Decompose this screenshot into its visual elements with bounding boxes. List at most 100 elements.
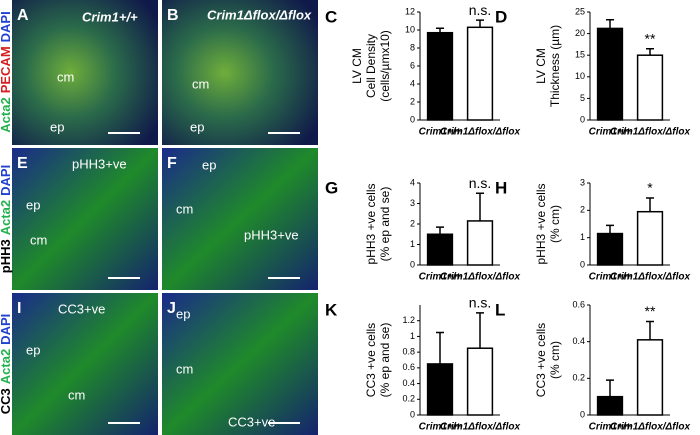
bar — [596, 232, 624, 266]
image-label: cm — [176, 201, 193, 216]
bar — [426, 233, 454, 266]
y-tick-label: 0 — [580, 259, 585, 269]
y-axis-label: (% ep and se) — [378, 323, 392, 398]
x-tick-label: Crim1Δflox/Δflox — [440, 422, 521, 433]
row-label-word: Acta2 — [0, 349, 13, 384]
panel-letter: G — [325, 178, 338, 197]
annotation: ** — [645, 30, 656, 46]
panel-letter: L — [495, 300, 505, 319]
image-label: ep — [26, 342, 40, 357]
y-tick-label: 1 — [580, 232, 585, 242]
micrograph — [162, 293, 318, 435]
y-axis-label: (cells/µmx10) — [378, 30, 392, 102]
x-tick-label: Crim1Δflox/Δflox — [610, 422, 691, 433]
error-bar — [606, 379, 614, 397]
row-label-word: DAPI — [0, 165, 13, 196]
y-tick-label: 0 — [580, 114, 585, 124]
x-tick-label: Crim1Δflox/Δflox — [440, 272, 521, 283]
row-label-word: Acta2 — [0, 200, 13, 235]
y-tick-label: 3 — [410, 198, 415, 208]
x-tick-label: Crim1+/+ — [589, 272, 632, 283]
y-tick-label: 0 — [410, 114, 415, 124]
bar — [426, 363, 454, 416]
annotation: ** — [645, 303, 656, 319]
x-tick-label: Crim1+/+ — [589, 422, 632, 433]
image-label: cm — [30, 232, 47, 247]
y-axis-label: Cell Density — [364, 34, 378, 98]
image-label: ep — [176, 306, 190, 321]
y-tick-label: 2 — [580, 205, 585, 215]
image-label: cm — [57, 69, 74, 84]
error-bar — [436, 226, 444, 235]
image-label: pHH3+ve — [72, 156, 127, 171]
y-tick-label: 2 — [410, 96, 415, 106]
bar — [596, 27, 624, 121]
bar — [426, 31, 454, 121]
panel-letter: H — [495, 178, 507, 197]
image-label: CC3+ve — [58, 301, 105, 316]
image-label: cm — [192, 76, 209, 91]
image-label: CC3+ve — [228, 414, 275, 429]
y-axis-label: pHH3 +ve cells — [364, 183, 378, 264]
row-label: pHH3 Acta2 DAPI — [0, 165, 13, 273]
y-tick-label: 5 — [580, 93, 585, 103]
y-axis-label: CC3 +ve cells — [534, 323, 548, 397]
y-tick-label: 0 — [410, 259, 415, 269]
y-tick-label: 0.4 — [572, 336, 585, 346]
panel-letter: C — [325, 7, 337, 26]
y-axis-label: Thickness (µm) — [548, 25, 562, 107]
y-tick-label: 10 — [575, 71, 585, 81]
annotation: * — [647, 180, 653, 196]
x-tick-label: Crim1+/+ — [419, 422, 462, 433]
panel-letter: F — [167, 155, 177, 172]
y-axis-label: (% ep and se) — [378, 187, 392, 262]
bar — [596, 395, 624, 416]
panel-letter: E — [17, 155, 28, 172]
row-label-word: DAPI — [0, 314, 13, 345]
bar — [636, 210, 664, 266]
y-tick-label: 12 — [405, 6, 415, 16]
image-label: ep — [50, 119, 64, 134]
y-tick-label: 0.4 — [402, 378, 415, 388]
image-label: ep — [202, 157, 216, 172]
row-label-word: pHH3 — [0, 239, 13, 273]
y-tick-label: 6 — [410, 60, 415, 70]
y-tick-label: 3 — [580, 177, 585, 187]
x-tick-label: Crim1+/+ — [589, 127, 632, 138]
y-tick-label: 0.6 — [402, 362, 415, 372]
bar — [636, 339, 664, 416]
y-tick-label: 0.2 — [402, 394, 415, 404]
row-label-word: Acta2 — [0, 97, 13, 132]
error-bar — [476, 312, 484, 349]
annotation: n.s. — [469, 295, 492, 311]
image-label: ep — [26, 197, 40, 212]
error-bar — [606, 224, 614, 234]
annotation: n.s. — [469, 175, 492, 191]
y-tick-label: 0.8 — [402, 347, 415, 357]
micrograph — [12, 293, 158, 435]
y-tick-label: 8 — [410, 42, 415, 52]
y-axis-label: (% cm) — [548, 341, 562, 379]
micrograph — [162, 0, 318, 145]
y-tick-label: 1.2 — [402, 315, 415, 325]
y-axis-label: pHH3 +ve cells — [534, 183, 548, 264]
panel-letter: D — [495, 7, 507, 26]
bar — [466, 26, 494, 121]
y-tick-label: 10 — [405, 24, 415, 34]
error-bar — [646, 320, 654, 340]
annotation: n.s. — [469, 2, 492, 18]
y-tick-label: 15 — [575, 50, 585, 60]
error-bar — [476, 192, 484, 221]
y-tick-label: 4 — [410, 78, 415, 88]
image-label: cm — [176, 361, 193, 376]
image-label: Crim1Δflox/Δflox — [207, 7, 312, 22]
error-bar — [476, 19, 484, 28]
micrograph — [12, 0, 158, 145]
error-bar — [436, 27, 444, 33]
y-tick-label: 0 — [410, 409, 415, 419]
image-label: cm — [68, 387, 85, 402]
panel-letter: K — [325, 300, 338, 319]
image-label: Crim1+/+ — [82, 9, 138, 24]
y-tick-label: 25 — [575, 6, 585, 16]
